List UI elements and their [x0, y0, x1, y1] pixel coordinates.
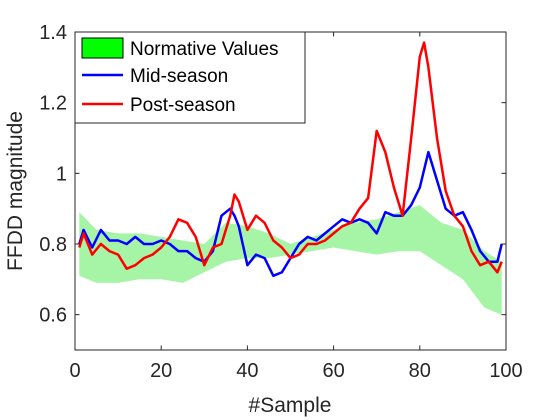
x-tick-label: 40: [236, 360, 258, 382]
band-layer: [79, 205, 502, 315]
legend-label-normative-values: Normative Values: [130, 39, 279, 60]
y-tick-label: 0.8: [39, 234, 67, 256]
x-tick-label: 60: [322, 360, 344, 382]
y-tick-label: 1.4: [39, 22, 67, 44]
legend-label-post-season: Post-season: [130, 95, 236, 116]
x-axis-title: #Sample: [249, 394, 332, 417]
normative-values-band: [79, 205, 502, 315]
legend: Normative Values Mid-season Post-season: [74, 31, 306, 124]
legend-swatch-normative-values: [81, 37, 124, 59]
tick-layer: 0 20 40 60 80 100 0.6 0.8 1 1.2 1.4: [39, 22, 523, 382]
x-tick-label: 80: [409, 360, 431, 382]
y-tick-label: 1.2: [39, 93, 67, 115]
legend-label-mid-season: Mid-season: [130, 66, 228, 87]
y-tick-label: 1: [56, 163, 67, 185]
x-tick-label: 20: [150, 360, 172, 382]
x-tick-label: 0: [69, 360, 80, 382]
y-axis-title: FFDD magnitude: [4, 111, 27, 271]
x-tick-label: 100: [489, 360, 522, 382]
series-line-mid-season: [78, 150, 503, 278]
series-line-post-season: [78, 41, 503, 274]
series-layer: [78, 41, 503, 278]
y-tick-label: 0.6: [39, 305, 67, 327]
